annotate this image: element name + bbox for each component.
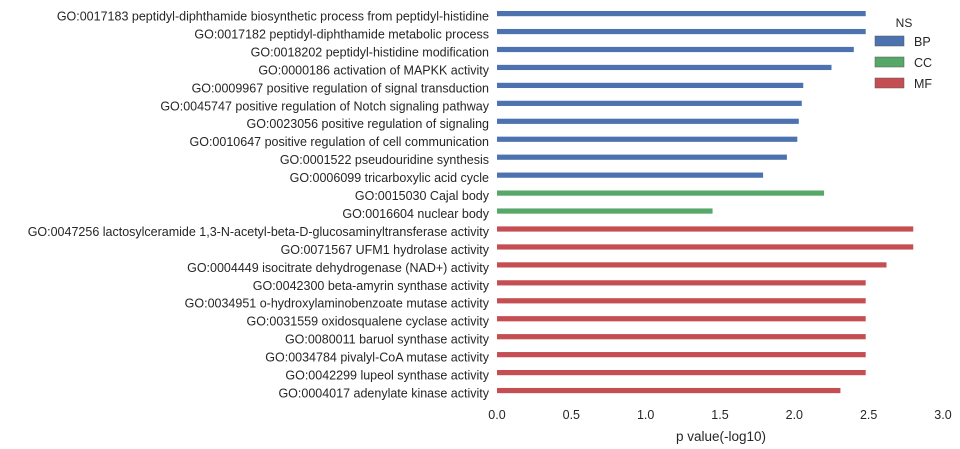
bar-bp	[497, 118, 799, 124]
category-label: GO:0018202 peptidyl-histidine modificati…	[251, 45, 489, 59]
bar-bp	[497, 172, 764, 178]
x-tick-label: 0.5	[563, 408, 580, 422]
bar-mf	[497, 244, 914, 250]
x-tick-label: 2.5	[860, 408, 877, 422]
bar-group	[497, 11, 914, 394]
bar-bp	[497, 64, 832, 71]
category-label: GO:0034951 o-hydroxylaminobenzoate mutas…	[185, 297, 490, 311]
bar-mf	[497, 370, 866, 376]
x-axis-title: p value(-log10)	[676, 429, 766, 444]
category-label: GO:0045747 positive regulation of Notch …	[160, 99, 489, 113]
bar-mf	[497, 316, 866, 322]
category-label: GO:0023056 positive regulation of signal…	[246, 117, 489, 131]
bar-bp	[497, 46, 854, 53]
category-label: GO:0034784 pivalyl-CoA mutase activity	[265, 351, 489, 365]
bar-mf	[497, 352, 866, 358]
bar-mf	[497, 226, 914, 232]
bar-mf	[497, 298, 866, 304]
category-label: GO:0031559 oxidosqualene cyclase activit…	[246, 315, 489, 329]
category-label: GO:0042300 beta-amyrin synthase activity	[253, 279, 490, 293]
bar-bp	[497, 100, 802, 106]
category-label: GO:0000186 activation of MAPKK activity	[258, 63, 489, 77]
category-label: GO:0010647 positive regulation of cell c…	[190, 135, 490, 149]
bar-mf	[497, 262, 887, 268]
category-label: GO:0016604 nuclear body	[342, 207, 489, 221]
legend-label-cc: CC	[914, 56, 932, 70]
legend-swatch-mf	[874, 77, 905, 89]
category-label: GO:0006099 tricarboxylic acid cycle	[290, 171, 489, 185]
legend-label-mf: MF	[914, 77, 932, 91]
category-label: GO:0004017 adenylate kinase activity	[278, 386, 489, 400]
category-label: GO:0071567 UFM1 hydrolase activity	[281, 243, 490, 257]
category-label: GO:0001522 pseudouridine synthesis	[280, 153, 489, 167]
bar-cc	[497, 190, 825, 196]
category-label: GO:0047256 lactosylceramide 1,3-N-acetyl…	[28, 225, 490, 239]
category-labels: GO:0017183 peptidyl-diphthamide biosynth…	[28, 10, 490, 401]
bar-bp	[497, 11, 866, 17]
legend-label-bp: BP	[914, 35, 931, 49]
bar-bp	[497, 154, 787, 160]
bar-mf	[497, 280, 866, 286]
category-label: GO:0015030 Cajal body	[355, 189, 490, 203]
legend: NS BP CC MF	[874, 16, 932, 91]
bar-bp	[497, 28, 866, 35]
bar-mf	[497, 387, 841, 394]
bar-cc	[497, 208, 713, 214]
x-tick-label: 1.5	[711, 408, 728, 422]
legend-swatch-cc	[874, 56, 905, 68]
category-label: GO:0042299 lupeol synthase activity	[285, 369, 489, 383]
x-tick-label: 0.0	[488, 408, 505, 422]
category-label: GO:0017182 peptidyl-diphthamide metaboli…	[194, 27, 489, 41]
x-tick-label: 3.0	[934, 408, 951, 422]
category-label: GO:0080011 baruol synthase activity	[285, 333, 490, 347]
x-tick-label: 2.0	[786, 408, 803, 422]
bar-bp	[497, 82, 804, 88]
legend-swatch-bp	[874, 35, 905, 47]
bar-bp	[497, 136, 798, 142]
category-label: GO:0009967 positive regulation of signal…	[192, 81, 489, 95]
legend-title: NS	[896, 16, 913, 30]
category-label: GO:0017183 peptidyl-diphthamide biosynth…	[57, 10, 489, 24]
x-axis-ticks: 0.0 0.5 1.0 1.5 2.0 2.5 3.0	[488, 408, 951, 422]
x-tick-label: 1.0	[637, 408, 654, 422]
category-label: GO:0004449 isocitrate dehydrogenase (NAD…	[187, 261, 490, 275]
bar-mf	[497, 334, 866, 340]
